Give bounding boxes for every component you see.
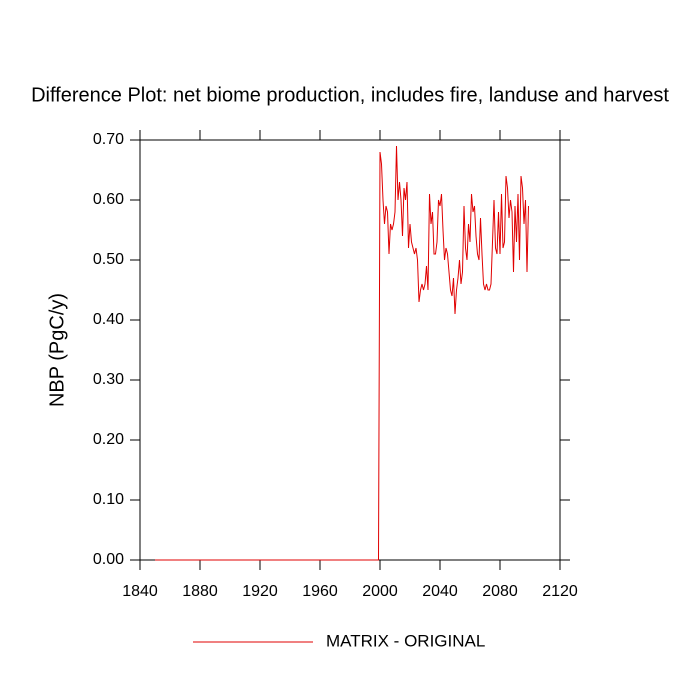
- y-tick-label: 0.00: [93, 551, 124, 568]
- y-tick-label: 0.10: [93, 491, 124, 508]
- data-line: [155, 145, 529, 561]
- legend-label: MATRIX - ORIGINAL: [326, 631, 485, 650]
- y-tick-label: 0.30: [93, 371, 124, 388]
- x-tick-label: 1920: [242, 583, 278, 600]
- x-tick-label: 2120: [542, 583, 578, 600]
- y-tick-label: 0.20: [93, 431, 124, 448]
- x-tick-label: 1960: [302, 583, 338, 600]
- x-tick-label: 2000: [362, 583, 398, 600]
- y-tick-label: 0.70: [93, 131, 124, 148]
- chart-title: Difference Plot: net biome production, i…: [31, 84, 669, 106]
- y-tick-label: 0.40: [93, 311, 124, 328]
- y-tick-label: 0.60: [93, 191, 124, 208]
- x-tick-label: 1880: [182, 583, 218, 600]
- y-tick-label: 0.50: [93, 251, 124, 268]
- x-tick-label: 2080: [482, 583, 518, 600]
- x-tick-label: 2040: [422, 583, 458, 600]
- x-tick-label: 1840: [122, 583, 158, 600]
- plot-frame: [139, 139, 561, 561]
- y-axis-label: NBP (PgC/y): [46, 293, 68, 407]
